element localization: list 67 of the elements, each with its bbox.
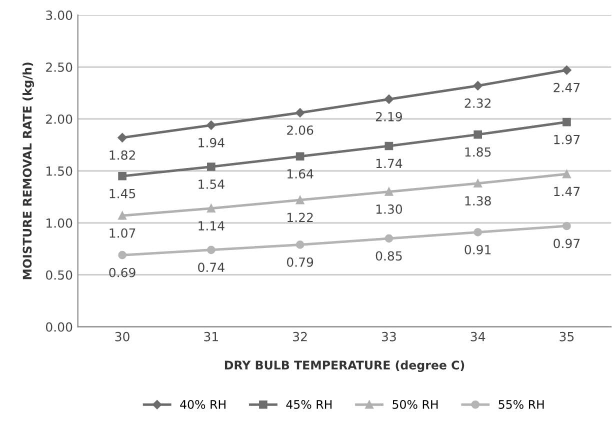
y-tick-label: 3.00 xyxy=(46,10,72,20)
data-label: 2.47 xyxy=(554,82,580,92)
point xyxy=(118,133,127,142)
point xyxy=(296,196,304,204)
data-label: 1.74 xyxy=(376,158,402,168)
y-tick-label: 1.00 xyxy=(46,218,72,228)
x-tick-label: 32 xyxy=(293,332,307,342)
data-label: 2.19 xyxy=(376,112,402,122)
point xyxy=(207,162,216,171)
data-label: 0.85 xyxy=(376,251,402,261)
point xyxy=(296,152,304,161)
data-label: 2.06 xyxy=(287,125,314,135)
point xyxy=(384,234,394,243)
point xyxy=(206,120,216,130)
data-label: 2.32 xyxy=(464,98,490,108)
data-label: 1.94 xyxy=(198,138,224,148)
y-tick-label: 0.50 xyxy=(46,270,72,280)
data-label: 0.97 xyxy=(554,238,580,248)
y-axis-title: MOISTURE REMOVAL RATE (kg/h) xyxy=(22,62,34,280)
legend-label: 45% RH xyxy=(286,400,332,409)
point xyxy=(474,130,482,139)
x-axis-title: DRY BULB TEMPERATURE (degree C) xyxy=(224,360,464,372)
y-tick-label: 2.00 xyxy=(46,114,72,124)
legend-label: 55% RH xyxy=(498,400,544,409)
data-label: 0.69 xyxy=(109,268,136,278)
point xyxy=(474,179,482,188)
point xyxy=(562,170,571,178)
point xyxy=(474,228,482,236)
data-label: 1.22 xyxy=(288,212,313,222)
point xyxy=(562,222,571,230)
point xyxy=(384,142,394,150)
legend-label: 50% RH xyxy=(392,400,438,409)
x-tick-label: 35 xyxy=(560,332,574,342)
point xyxy=(118,172,126,180)
data-label: 1.45 xyxy=(110,189,136,198)
point xyxy=(295,108,305,118)
data-label: 1.54 xyxy=(198,180,224,189)
data-label: 1.30 xyxy=(376,204,402,214)
point xyxy=(384,188,394,196)
data-label: 0.74 xyxy=(198,262,224,272)
x-tick-label: 30 xyxy=(115,332,130,342)
data-label: 1.85 xyxy=(465,147,491,157)
x-tick-label: 31 xyxy=(204,332,218,342)
point xyxy=(207,246,216,254)
data-label: 1.97 xyxy=(554,134,580,144)
data-label: 0.79 xyxy=(286,257,314,267)
point xyxy=(118,211,126,220)
data-label: 1.38 xyxy=(465,196,491,206)
point xyxy=(296,240,304,249)
data-label: 1.47 xyxy=(554,186,580,196)
point xyxy=(562,66,572,75)
legend-label: 40% RH xyxy=(180,400,226,409)
data-label: 1.07 xyxy=(110,228,136,238)
y-tick-label: 1.50 xyxy=(46,166,72,176)
x-tick-label: 33 xyxy=(382,332,396,342)
x-tick-label: 34 xyxy=(470,332,486,342)
data-label: 0.91 xyxy=(464,244,491,254)
data-label: 1.82 xyxy=(110,150,135,160)
y-tick-label: 2.50 xyxy=(46,62,72,72)
data-label: 1.64 xyxy=(288,169,314,179)
point xyxy=(384,94,394,104)
point xyxy=(207,204,216,212)
y-tick-label: 0.00 xyxy=(46,322,72,332)
point xyxy=(473,81,482,90)
point xyxy=(118,250,126,260)
data-label: 1.14 xyxy=(198,221,224,230)
point xyxy=(562,118,571,126)
